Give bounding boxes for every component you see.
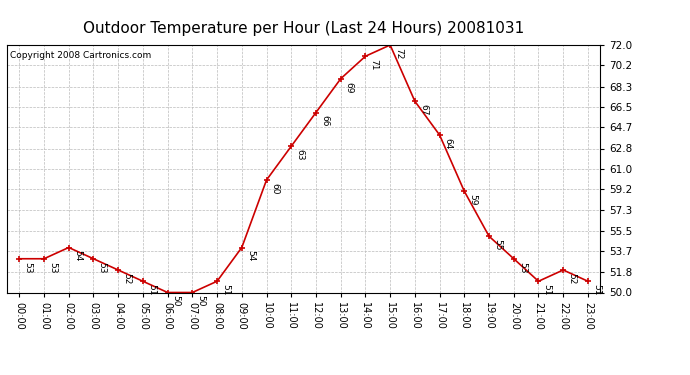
Text: 53: 53 — [48, 261, 57, 273]
Text: 53: 53 — [518, 261, 527, 273]
Text: 67: 67 — [419, 104, 428, 116]
Text: 71: 71 — [370, 59, 379, 70]
Text: 66: 66 — [320, 115, 329, 127]
Text: 52: 52 — [567, 273, 576, 284]
Text: 60: 60 — [270, 183, 279, 194]
Text: 51: 51 — [592, 284, 601, 296]
Text: 63: 63 — [295, 149, 304, 160]
Text: 53: 53 — [97, 261, 106, 273]
Text: 72: 72 — [394, 48, 403, 59]
Text: 53: 53 — [23, 261, 32, 273]
Text: 50: 50 — [172, 295, 181, 307]
Text: 59: 59 — [469, 194, 477, 206]
Text: 55: 55 — [493, 239, 502, 250]
Text: Outdoor Temperature per Hour (Last 24 Hours) 20081031: Outdoor Temperature per Hour (Last 24 Ho… — [83, 21, 524, 36]
Text: 50: 50 — [197, 295, 206, 307]
Text: 51: 51 — [221, 284, 230, 296]
Text: 54: 54 — [73, 250, 82, 262]
Text: 54: 54 — [246, 250, 255, 262]
Text: 69: 69 — [345, 81, 354, 93]
Text: 64: 64 — [444, 138, 453, 149]
Text: 51: 51 — [542, 284, 551, 296]
Text: 51: 51 — [147, 284, 156, 296]
Text: Copyright 2008 Cartronics.com: Copyright 2008 Cartronics.com — [10, 51, 151, 60]
Text: 52: 52 — [122, 273, 131, 284]
